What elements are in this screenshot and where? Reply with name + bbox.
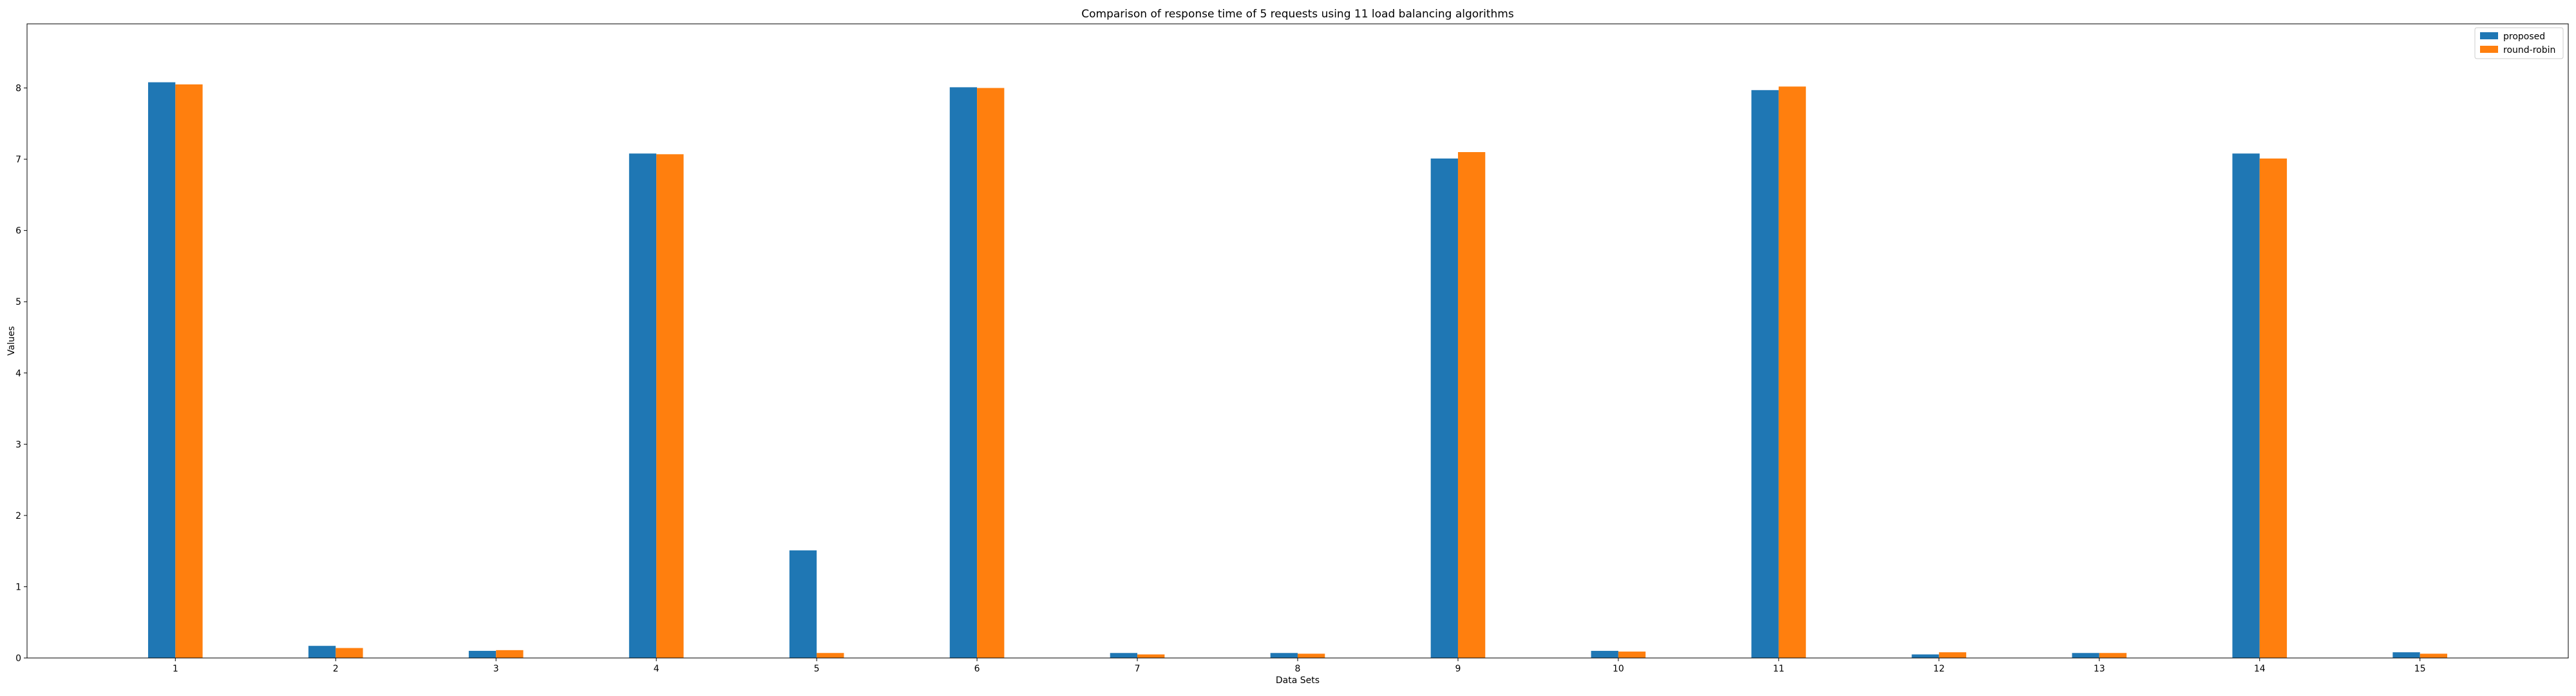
bar-round-robin-4 [656, 154, 684, 658]
bar-round-robin-10 [1618, 652, 1646, 658]
bar-round-robin-15 [2420, 653, 2448, 658]
x-tick-label: 7 [1135, 664, 1141, 674]
bar-round-robin-7 [1137, 654, 1165, 658]
y-tick-label: 5 [15, 297, 21, 307]
y-axis-ticks: 0 1 2 3 4 5 6 7 8 [15, 84, 27, 664]
x-tick-label: 6 [974, 664, 980, 674]
x-axis-label: Data Sets [1276, 675, 1320, 686]
x-tick-label: 13 [2094, 664, 2105, 674]
bar-proposed-1 [147, 82, 176, 659]
legend-label-proposed: proposed [2503, 32, 2545, 42]
bar-proposed-2 [308, 646, 336, 658]
legend-swatch-round-robin [2480, 46, 2498, 53]
y-tick-label: 6 [15, 226, 21, 237]
legend: proposed round-robin [2474, 27, 2564, 59]
plot-frame [26, 23, 2569, 659]
chart-title: Comparison of response time of 5 request… [1081, 8, 1514, 21]
bar-proposed-5 [789, 550, 817, 658]
x-tick-label: 4 [654, 664, 659, 674]
x-tick-label: 8 [1295, 664, 1301, 674]
bar-round-robin-13 [2099, 653, 2127, 658]
y-tick-label: 8 [15, 84, 21, 94]
bar-round-robin-5 [817, 653, 844, 658]
x-tick-label: 14 [2254, 664, 2266, 674]
bar-proposed-3 [468, 650, 497, 658]
bar-proposed-7 [1110, 653, 1138, 658]
y-tick-label: 0 [15, 653, 21, 664]
x-axis-ticks: 1 2 3 4 5 6 7 8 9 10 11 12 13 14 15 [173, 658, 2426, 674]
bar-proposed-9 [1430, 158, 1458, 658]
bar-round-robin-14 [2259, 158, 2287, 658]
bar-round-robin-11 [1778, 86, 1806, 659]
bar-round-robin-6 [977, 88, 1005, 658]
bar-round-robin-8 [1298, 653, 1325, 658]
x-tick-label: 3 [493, 664, 499, 674]
bars-group [147, 82, 2448, 659]
bar-proposed-6 [949, 87, 978, 658]
legend-label-round-robin: round-robin [2503, 45, 2555, 55]
bar-proposed-13 [2072, 653, 2099, 658]
x-tick-label: 5 [814, 664, 820, 674]
x-tick-label: 15 [2414, 664, 2426, 674]
x-tick-label: 12 [1933, 664, 1945, 674]
bar-round-robin-1 [175, 84, 203, 658]
y-tick-label: 7 [15, 155, 21, 165]
legend-swatch-proposed [2480, 32, 2498, 39]
bar-round-robin-3 [496, 650, 524, 658]
bar-round-robin-2 [336, 648, 363, 658]
y-axis-label: Values [6, 326, 17, 356]
x-tick-label: 2 [333, 664, 339, 674]
y-tick-label: 1 [15, 582, 21, 592]
bar-proposed-14 [2232, 153, 2260, 658]
bar-proposed-15 [2392, 652, 2420, 658]
bar-proposed-10 [1591, 650, 1618, 658]
x-tick-label: 9 [1455, 664, 1461, 674]
y-tick-label: 4 [15, 369, 21, 379]
bar-round-robin-9 [1457, 152, 1486, 658]
x-tick-label: 11 [1773, 664, 1785, 674]
y-tick-label: 2 [15, 511, 21, 521]
bar-round-robin-12 [1938, 652, 1967, 658]
bar-proposed-8 [1270, 653, 1298, 658]
bar-proposed-12 [1911, 654, 1939, 658]
bar-proposed-11 [1751, 90, 1779, 658]
x-tick-label: 1 [173, 664, 178, 674]
y-tick-label: 3 [15, 440, 21, 450]
x-tick-label: 10 [1613, 664, 1624, 674]
bar-proposed-4 [629, 153, 657, 658]
